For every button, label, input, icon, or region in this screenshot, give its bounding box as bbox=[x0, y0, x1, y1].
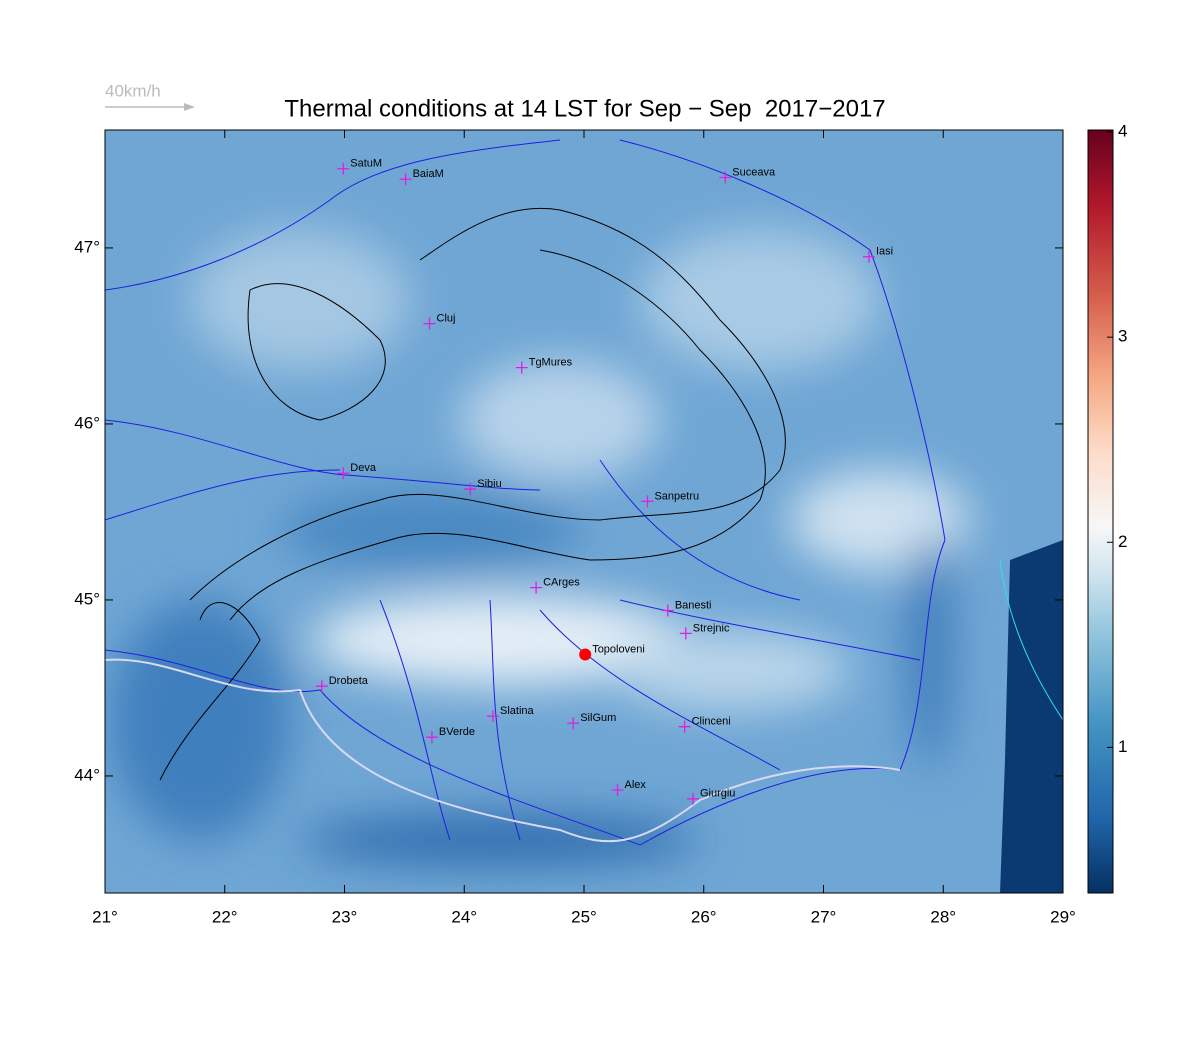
x-tick-label: 28° bbox=[930, 907, 956, 926]
city-marker bbox=[611, 784, 624, 797]
city-marker bbox=[337, 162, 350, 175]
colorbar-tick-label: 3 bbox=[1118, 327, 1127, 346]
city-marker bbox=[425, 731, 438, 744]
city-label: SatuM bbox=[350, 158, 382, 170]
colorbar-tick-label: 1 bbox=[1118, 737, 1127, 756]
city-label: Iasi bbox=[876, 246, 893, 258]
thermal-field bbox=[105, 130, 1063, 893]
city-marker bbox=[464, 483, 477, 496]
colorbar-tick-label: 4 bbox=[1118, 122, 1127, 141]
city-marker bbox=[719, 171, 732, 184]
city-marker bbox=[486, 710, 499, 723]
x-tick-label: 29° bbox=[1050, 907, 1076, 926]
city-label: CArges bbox=[543, 577, 580, 589]
city-label: Sibiu bbox=[477, 478, 501, 490]
city-label: Topoloveni bbox=[592, 643, 645, 655]
city-label: Giurgiu bbox=[700, 788, 735, 800]
x-tick-label: 21° bbox=[92, 907, 118, 926]
x-tick-label: 22° bbox=[212, 907, 238, 926]
city-marker bbox=[567, 717, 580, 730]
city-label: Strejnic bbox=[693, 622, 730, 634]
x-tick-label: 23° bbox=[332, 907, 358, 926]
x-tick-label: 25° bbox=[571, 907, 597, 926]
city-label: Slatina bbox=[500, 705, 535, 717]
y-tick-label: 44° bbox=[74, 765, 100, 784]
y-tick-label: 47° bbox=[74, 237, 100, 256]
x-tick-label: 24° bbox=[451, 907, 477, 926]
colorbar-tick-label: 2 bbox=[1118, 532, 1127, 551]
city-marker bbox=[863, 250, 876, 263]
colorbar bbox=[1087, 129, 1114, 894]
y-tick-label: 46° bbox=[74, 413, 100, 432]
city-label: TgMures bbox=[529, 357, 573, 369]
city-label: SilGum bbox=[580, 712, 616, 724]
city-label: Banesti bbox=[675, 599, 712, 611]
city-marker bbox=[337, 467, 350, 480]
wind-legend-label: 40km/h bbox=[105, 81, 161, 100]
city-marker bbox=[661, 604, 674, 617]
city-marker bbox=[399, 173, 412, 186]
city-marker bbox=[530, 581, 543, 594]
city-label: Deva bbox=[350, 462, 377, 474]
city-label: Alex bbox=[625, 779, 647, 791]
x-tick-label: 26° bbox=[691, 907, 717, 926]
city-marker bbox=[515, 361, 528, 374]
city-marker bbox=[315, 680, 328, 693]
title: Thermal conditions at 14 LST for Sep − S… bbox=[284, 95, 885, 122]
city-label: BVerde bbox=[439, 726, 475, 738]
city-label: Drobeta bbox=[329, 675, 369, 687]
y-tick-label: 45° bbox=[74, 589, 100, 608]
city-marker bbox=[679, 627, 692, 640]
x-tick-label: 27° bbox=[811, 907, 837, 926]
city-marker bbox=[678, 720, 691, 733]
city-marker bbox=[423, 317, 436, 330]
city-label: Suceava bbox=[732, 166, 776, 178]
city-marker bbox=[579, 648, 592, 661]
city-marker bbox=[686, 792, 699, 805]
city-label: Sanpetru bbox=[654, 490, 699, 502]
city-label: Cluj bbox=[437, 313, 456, 325]
city-marker bbox=[641, 495, 654, 508]
city-label: BaiaM bbox=[413, 168, 444, 180]
city-label: Clinceni bbox=[692, 716, 731, 728]
wind-legend-arrow bbox=[105, 103, 195, 111]
